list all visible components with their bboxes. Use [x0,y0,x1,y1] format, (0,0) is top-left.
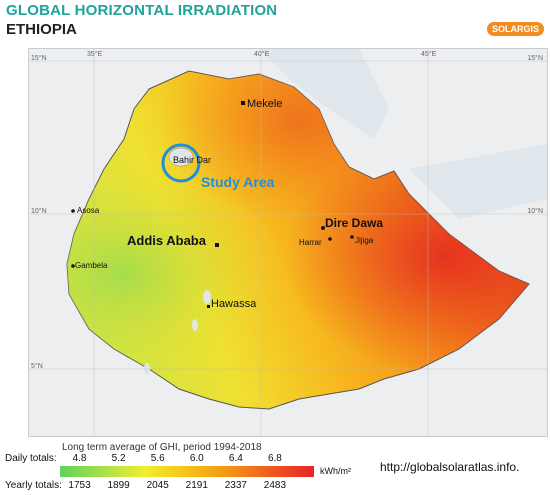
lat-label-10-right: 10°N [527,208,543,215]
source-url[interactable]: http://globalsolaratlas.info. [380,460,520,474]
map-canvas: Mekele Bahir Dar Study Area Asosa Addis … [29,49,547,436]
daily-tick: 4.8 [72,453,87,464]
daily-tick: 5.2 [111,453,126,464]
map-title: GLOBAL HORIZONTAL IRRADIATION [6,2,278,19]
daily-tick: 6.0 [189,453,204,464]
lake-tana [168,147,194,167]
study-area-label: Study Area [201,174,275,190]
lat-label-5: 5°N [31,363,43,370]
solargis-logo: SOLARGIS [486,22,544,36]
lon-label-45: 45°E [421,51,437,58]
rift-lake [203,290,211,304]
yearly-tick: 2337 [224,480,247,491]
city-label-bahir-dar: Bahir Dar [173,155,211,165]
yearly-tick: 2483 [263,480,287,491]
city-label-mekele: Mekele [247,98,282,110]
lon-label-35: 35°E [87,51,103,58]
city-marker-hawassa [207,305,210,308]
daily-totals-label: Daily totals: [5,453,57,464]
irradiation-map[interactable]: Mekele Bahir Dar Study Area Asosa Addis … [28,48,548,437]
city-label-addis-ababa: Addis Ababa [127,233,207,248]
city-label-hawassa: Hawassa [211,298,257,310]
daily-tick: 6.8 [267,453,282,464]
unit-label: kWh/m² [320,466,351,476]
study-area-circle [161,143,201,183]
city-marker-jijiga [350,235,354,239]
rift-lake [192,319,198,331]
yearly-tick: 1753 [68,480,91,491]
ghi-color-scale [60,466,314,477]
legend-title: Long term average of GHI, period 1994-20… [62,442,262,453]
yearly-tick: 1899 [107,480,130,491]
city-marker-harrar [328,237,332,241]
city-marker-addis [215,243,219,247]
yearly-tick: 2045 [146,480,169,491]
city-label-jijiga: Jijiga [355,236,374,245]
city-marker-dire-dawa [321,226,325,230]
city-label-asosa: Asosa [77,206,100,215]
daily-tick: 6.4 [228,453,243,464]
lat-label-15-right: 15°N [527,55,543,62]
city-marker-gambela [71,264,75,268]
graticule [29,49,547,436]
gulf-of-aden [409,144,547,219]
red-sea [259,49,389,139]
yearly-totals-label: Yearly totals: [5,480,62,491]
city-marker-mekele [241,101,245,105]
lat-label-10: 10°N [31,208,47,215]
lat-label-15: 15°N [31,55,47,62]
daily-tick: 5.6 [150,453,165,464]
yearly-tick: 2191 [185,480,208,491]
city-label-harrar: Harrar [299,238,322,247]
lon-label-40: 40°E [254,51,270,58]
country-name: ETHIOPIA [6,21,77,38]
city-marker-asosa [71,209,75,213]
city-label-dire-dawa: Dire Dawa [325,216,383,230]
city-label-gambela: Gambela [75,261,108,270]
